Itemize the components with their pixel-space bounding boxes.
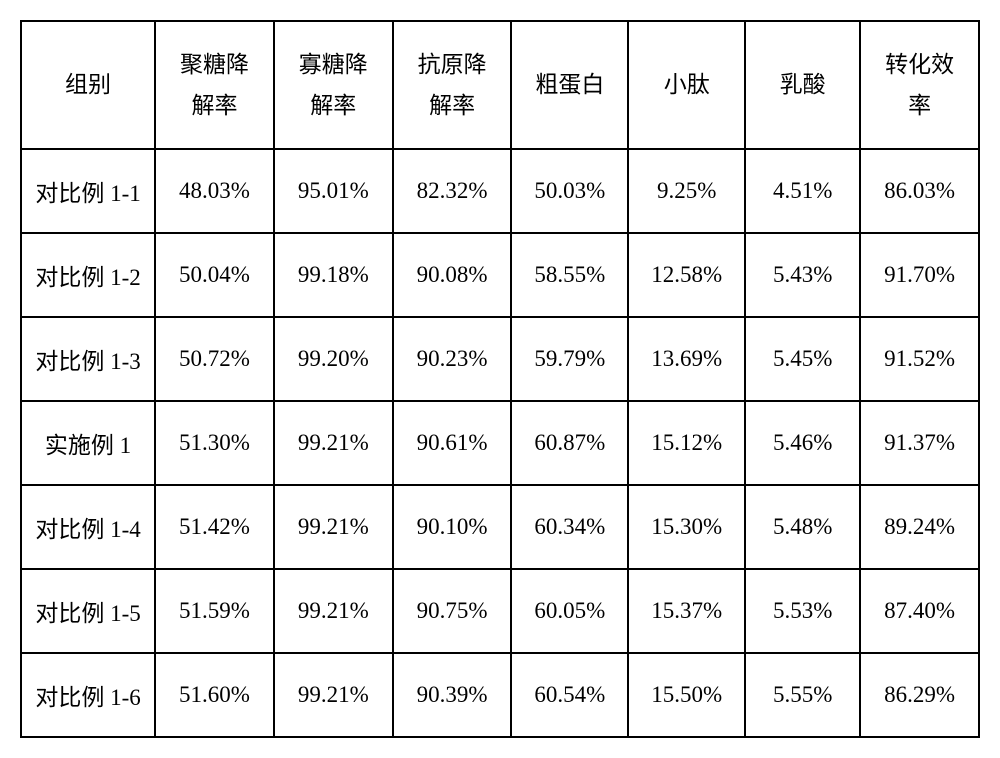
cell-conv: 91.70% [860,233,979,317]
cell-peptide: 13.69% [628,317,745,401]
cell-antigen: 90.75% [393,569,512,653]
cell-group: 对比例 1-4 [21,485,155,569]
table-row: 对比例 1-6 51.60% 99.21% 90.39% 60.54% 15.5… [21,653,979,737]
cell-oligo: 99.21% [274,401,393,485]
cell-group: 实施例 1 [21,401,155,485]
table-row: 对比例 1-3 50.72% 99.20% 90.23% 59.79% 13.6… [21,317,979,401]
col-header-label-line1: 转化效 [885,52,954,77]
cell-conv: 86.03% [860,149,979,233]
table-row: 对比例 1-5 51.59% 99.21% 90.75% 60.05% 15.3… [21,569,979,653]
cell-antigen: 90.39% [393,653,512,737]
data-table: 组别 聚糖降 解率 寡糖降 解率 抗原降 解率 粗蛋白 小肽 [20,20,980,738]
col-header-label-line2: 率 [908,93,931,118]
cell-protein: 60.05% [511,569,628,653]
cell-conv: 91.37% [860,401,979,485]
cell-group: 对比例 1-3 [21,317,155,401]
col-header-label: 小肽 [664,72,710,97]
cell-protein: 58.55% [511,233,628,317]
table-row: 对比例 1-1 48.03% 95.01% 82.32% 50.03% 9.25… [21,149,979,233]
cell-peptide: 9.25% [628,149,745,233]
data-table-wrapper: 组别 聚糖降 解率 寡糖降 解率 抗原降 解率 粗蛋白 小肽 [20,20,980,738]
col-header-label: 组别 [65,72,111,97]
cell-protein: 60.34% [511,485,628,569]
cell-lactic: 5.46% [745,401,860,485]
col-header-antigen: 抗原降 解率 [393,21,512,149]
cell-conv: 87.40% [860,569,979,653]
cell-peptide: 15.37% [628,569,745,653]
cell-poly: 51.59% [155,569,274,653]
cell-group: 对比例 1-6 [21,653,155,737]
table-header: 组别 聚糖降 解率 寡糖降 解率 抗原降 解率 粗蛋白 小肽 [21,21,979,149]
col-header-lactic: 乳酸 [745,21,860,149]
cell-lactic: 5.55% [745,653,860,737]
cell-poly: 51.60% [155,653,274,737]
cell-oligo: 99.21% [274,569,393,653]
col-header-conv: 转化效 率 [860,21,979,149]
cell-oligo: 95.01% [274,149,393,233]
cell-lactic: 5.45% [745,317,860,401]
cell-lactic: 5.53% [745,569,860,653]
cell-group: 对比例 1-5 [21,569,155,653]
col-header-group: 组别 [21,21,155,149]
col-header-label-line1: 寡糖降 [299,52,368,77]
cell-oligo: 99.21% [274,485,393,569]
col-header-label: 粗蛋白 [535,72,604,97]
cell-oligo: 99.20% [274,317,393,401]
cell-antigen: 90.08% [393,233,512,317]
table-row: 对比例 1-2 50.04% 99.18% 90.08% 58.55% 12.5… [21,233,979,317]
cell-poly: 51.30% [155,401,274,485]
cell-antigen: 90.61% [393,401,512,485]
cell-group: 对比例 1-1 [21,149,155,233]
cell-peptide: 15.50% [628,653,745,737]
col-header-label-line1: 抗原降 [418,52,487,77]
col-header-label-line1: 聚糖降 [180,52,249,77]
cell-lactic: 4.51% [745,149,860,233]
cell-poly: 48.03% [155,149,274,233]
col-header-label-line2: 解率 [310,93,356,118]
table-row: 实施例 1 51.30% 99.21% 90.61% 60.87% 15.12%… [21,401,979,485]
table-row: 对比例 1-4 51.42% 99.21% 90.10% 60.34% 15.3… [21,485,979,569]
cell-lactic: 5.48% [745,485,860,569]
table-header-row: 组别 聚糖降 解率 寡糖降 解率 抗原降 解率 粗蛋白 小肽 [21,21,979,149]
col-header-poly: 聚糖降 解率 [155,21,274,149]
cell-peptide: 15.12% [628,401,745,485]
col-header-peptide: 小肽 [628,21,745,149]
cell-antigen: 90.10% [393,485,512,569]
cell-conv: 86.29% [860,653,979,737]
cell-protein: 60.54% [511,653,628,737]
col-header-protein: 粗蛋白 [511,21,628,149]
cell-group: 对比例 1-2 [21,233,155,317]
cell-poly: 50.72% [155,317,274,401]
cell-conv: 89.24% [860,485,979,569]
cell-antigen: 82.32% [393,149,512,233]
col-header-label: 乳酸 [780,72,826,97]
cell-poly: 51.42% [155,485,274,569]
cell-oligo: 99.18% [274,233,393,317]
table-body: 对比例 1-1 48.03% 95.01% 82.32% 50.03% 9.25… [21,149,979,737]
cell-poly: 50.04% [155,233,274,317]
cell-protein: 60.87% [511,401,628,485]
cell-peptide: 15.30% [628,485,745,569]
cell-conv: 91.52% [860,317,979,401]
cell-oligo: 99.21% [274,653,393,737]
cell-peptide: 12.58% [628,233,745,317]
col-header-label-line2: 解率 [192,93,238,118]
cell-antigen: 90.23% [393,317,512,401]
col-header-oligo: 寡糖降 解率 [274,21,393,149]
cell-protein: 50.03% [511,149,628,233]
cell-protein: 59.79% [511,317,628,401]
cell-lactic: 5.43% [745,233,860,317]
col-header-label-line2: 解率 [429,93,475,118]
